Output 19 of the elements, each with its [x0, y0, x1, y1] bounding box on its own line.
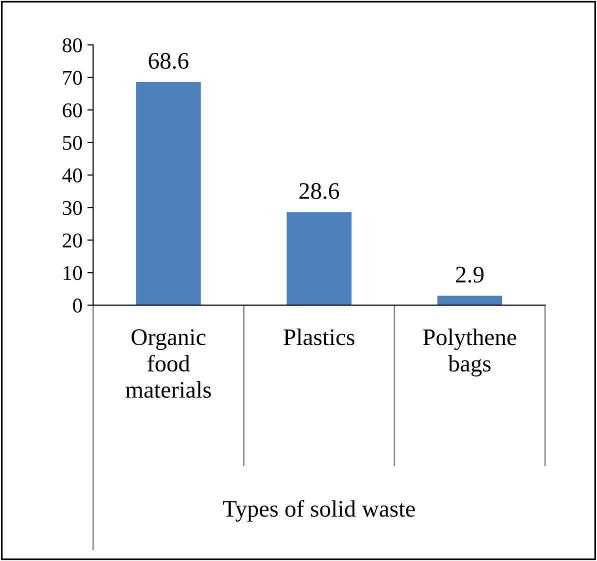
y-tick-label: 10: [64, 266, 82, 280]
y-tick-label: 40: [62, 168, 82, 182]
y-tick-label: 0: [73, 298, 82, 313]
x-tick-label: Organic food materials: [126, 329, 211, 398]
y-tick-label: 60: [62, 103, 82, 118]
y-tick-label: 50: [63, 136, 82, 150]
x-tick-label: Polythene bags: [423, 328, 516, 376]
y-tick-label: 20: [62, 233, 82, 248]
x-tick-label: Plastics: [284, 328, 354, 346]
y-tick-label: 80: [62, 38, 82, 52]
bar: [286, 212, 352, 306]
data-label: 28.6: [299, 183, 340, 200]
data-label: 68.6: [148, 52, 188, 69]
bar: [136, 82, 201, 306]
data-label: 2.9: [456, 266, 484, 283]
x-axis-title: Types of solid waste: [222, 500, 415, 522]
y-tick-label: 30: [62, 200, 82, 216]
bar: [437, 296, 502, 306]
y-tick-label: 70: [63, 70, 82, 85]
